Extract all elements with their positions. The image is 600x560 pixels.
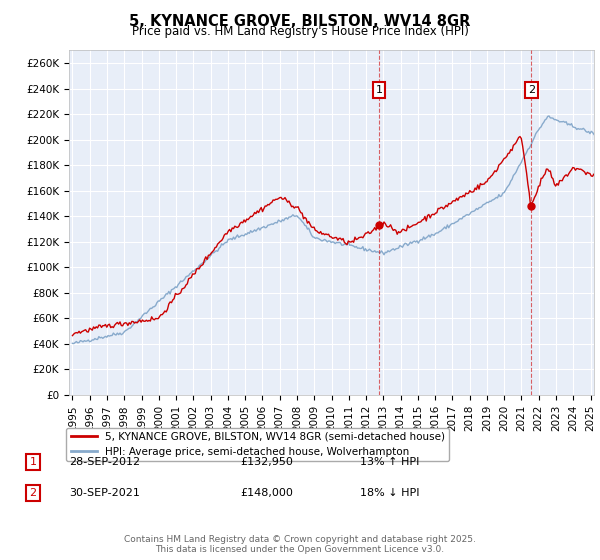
Legend: 5, KYNANCE GROVE, BILSTON, WV14 8GR (semi-detached house), HPI: Average price, s: 5, KYNANCE GROVE, BILSTON, WV14 8GR (sem… <box>67 427 449 461</box>
Text: 28-SEP-2012: 28-SEP-2012 <box>69 457 140 467</box>
Text: 13% ↑ HPI: 13% ↑ HPI <box>360 457 419 467</box>
Text: 1: 1 <box>376 85 382 95</box>
Text: £148,000: £148,000 <box>240 488 293 498</box>
Text: Contains HM Land Registry data © Crown copyright and database right 2025.
This d: Contains HM Land Registry data © Crown c… <box>124 535 476 554</box>
Text: 2: 2 <box>528 85 535 95</box>
Text: 1: 1 <box>29 457 37 467</box>
Text: 2: 2 <box>29 488 37 498</box>
Text: £132,950: £132,950 <box>240 457 293 467</box>
Text: 18% ↓ HPI: 18% ↓ HPI <box>360 488 419 498</box>
Text: 30-SEP-2021: 30-SEP-2021 <box>69 488 140 498</box>
Text: 5, KYNANCE GROVE, BILSTON, WV14 8GR: 5, KYNANCE GROVE, BILSTON, WV14 8GR <box>130 14 470 29</box>
Text: Price paid vs. HM Land Registry's House Price Index (HPI): Price paid vs. HM Land Registry's House … <box>131 25 469 38</box>
